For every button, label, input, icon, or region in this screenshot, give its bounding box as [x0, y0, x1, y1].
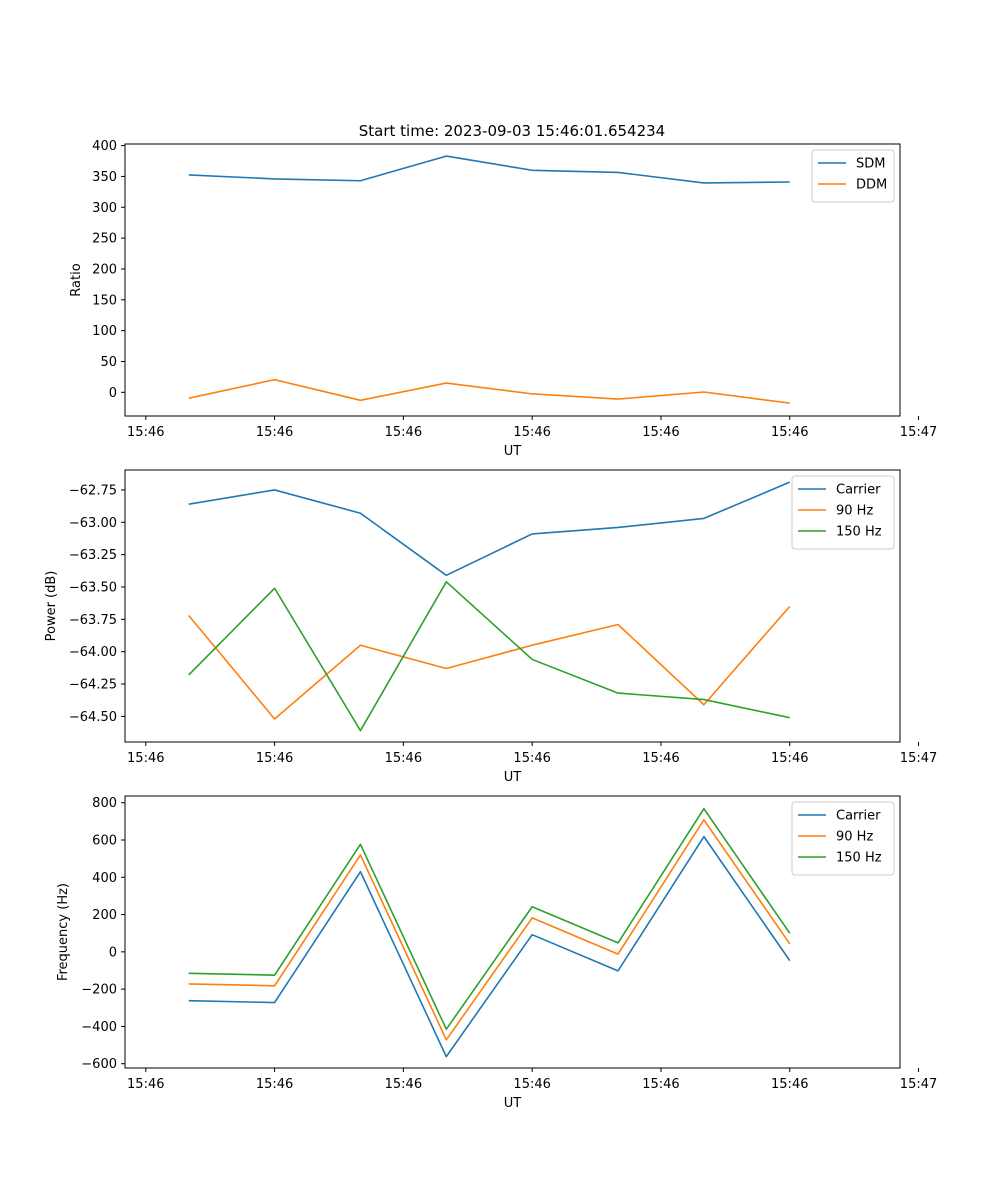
chart-2-x-tick-label: 15:46 [385, 1077, 422, 1092]
chart-2-y-tick-label: 200 [92, 908, 117, 923]
chart-2-axes-frame [124, 795, 901, 1069]
chart-2-y-tick-label: −200 [81, 983, 117, 998]
chart-1-axes-frame [124, 469, 901, 743]
chart-2-legend: Carrier 90 Hz 150 Hz [791, 801, 895, 876]
chart-2-y-tick-label: 600 [92, 833, 117, 848]
chart-1-x-tick-label: 15:46 [127, 751, 164, 766]
chart-0-y-tick-label: 400 [92, 139, 117, 154]
ratio-panel: 15:46 15:46 15:46 15:46 15:46 15:46 15:47 0 50 10… [69, 139, 937, 459]
chart-2-x-tick-label: 15:46 [642, 1077, 679, 1092]
chart-0-legend-label-sdm: SDM [856, 157, 885, 172]
chart-0-axes-frame [124, 143, 901, 417]
chart-2-series-carrier-line [188, 835, 791, 1058]
chart-2-x-tick-label: 15:46 [256, 1077, 293, 1092]
chart-2-legend-label-90-hz: 90 Hz [836, 830, 873, 845]
chart-0-x-tick-label: 15:47 [900, 425, 937, 440]
chart-1-y-tick-label: −64.00 [69, 645, 117, 660]
chart-1-y-tick-label: −62.75 [69, 483, 117, 498]
chart-2-x-tick-label: 15:46 [771, 1077, 808, 1092]
chart-1-y-axis-label: Power (dB) [44, 571, 59, 642]
chart-0-legend: SDM DDM [811, 149, 895, 203]
chart-0-y-tick-label: 350 [92, 170, 117, 185]
chart-1-legend-label-150-hz: 150 Hz [836, 525, 882, 540]
chart-0-x-tick-label: 15:46 [127, 425, 164, 440]
chart-2-series-90-hz-line [188, 819, 791, 1041]
chart-2-x-tick-label: 15:47 [900, 1077, 937, 1092]
chart-0-x-tick-label: 15:46 [513, 425, 550, 440]
chart-1-x-axis-label: UT [504, 770, 522, 785]
chart-0-y-tick-label: 100 [92, 324, 117, 339]
chart-0-x-tick-label: 15:46 [642, 425, 679, 440]
chart-1-legend-label-carrier: Carrier [836, 483, 881, 498]
chart-1-x-tick-label: 15:46 [771, 751, 808, 766]
chart-1-y-tick-label: −63.75 [69, 613, 117, 628]
figure-title: Start time: 2023-09-03 15:46:01.654234 [359, 122, 665, 140]
chart-1-y-tick-label: −63.25 [69, 548, 117, 563]
chart-0-y-tick-label: 200 [92, 262, 117, 277]
chart-2-y-axis-label: Frequency (Hz) [56, 883, 71, 981]
chart-1-x-tick-label: 15:47 [900, 751, 937, 766]
chart-2-legend-label-150-hz: 150 Hz [836, 851, 882, 866]
chart-0-x-tick-label: 15:46 [771, 425, 808, 440]
chart-2-y-tick-label: −400 [81, 1020, 117, 1035]
frequency-panel: 15:46 15:46 15:46 15:46 15:46 15:46 15:47 −600 −… [56, 795, 937, 1111]
power-panel: 15:46 15:46 15:46 15:46 15:46 15:46 15:47 −64.5… [44, 469, 937, 785]
chart-1-y-tick-label: −63.00 [69, 516, 117, 531]
chart-2-x-tick-label: 15:46 [127, 1077, 164, 1092]
chart-1-y-tick-label: −64.50 [69, 710, 117, 725]
chart-1-series-90-hz-line [188, 605, 791, 720]
chart-0-series-sdm-line [188, 155, 790, 184]
chart-1-series-carrier-line [188, 481, 791, 577]
chart-0-y-axis-label: Ratio [69, 263, 84, 296]
chart-1-x-tick-label: 15:46 [513, 751, 550, 766]
chart-1-x-tick-label: 15:46 [385, 751, 422, 766]
chart-0-legend-label-ddm: DDM [856, 178, 887, 193]
chart-0-x-axis-label: UT [504, 444, 522, 459]
chart-0-y-tick-label: 250 [92, 232, 117, 247]
chart-0-y-tick-label: 300 [92, 201, 117, 216]
chart-0-y-tick-label: 0 [109, 386, 117, 401]
chart-2-legend-label-carrier: Carrier [836, 809, 881, 824]
chart-1-y-tick-label: −64.25 [69, 678, 117, 693]
chart-2-y-tick-label: −600 [81, 1057, 117, 1072]
chart-0-y-tick-label: 50 [100, 355, 117, 370]
chart-1-legend-label-90-hz: 90 Hz [836, 504, 873, 519]
chart-1-legend: Carrier 90 Hz 150 Hz [791, 475, 895, 550]
chart-1-x-tick-label: 15:46 [256, 751, 293, 766]
chart-2-x-axis-label: UT [504, 1096, 522, 1111]
chart-2-series-150-hz-line [188, 807, 791, 1031]
chart-1-x-tick-label: 15:46 [642, 751, 679, 766]
chart-2-y-tick-label: 0 [109, 945, 117, 960]
chart-0-x-tick-label: 15:46 [256, 425, 293, 440]
chart-2-x-tick-label: 15:46 [513, 1077, 550, 1092]
chart-0-y-tick-label: 150 [92, 293, 117, 308]
chart-1-series-150-hz-line [188, 580, 790, 732]
chart-2-y-tick-label: 400 [92, 871, 117, 886]
chart-2-y-tick-label: 800 [92, 796, 117, 811]
chart-0-series-ddm-line [188, 378, 790, 404]
chart-0-x-tick-label: 15:46 [385, 425, 422, 440]
chart-1-y-tick-label: −63.50 [69, 580, 117, 595]
